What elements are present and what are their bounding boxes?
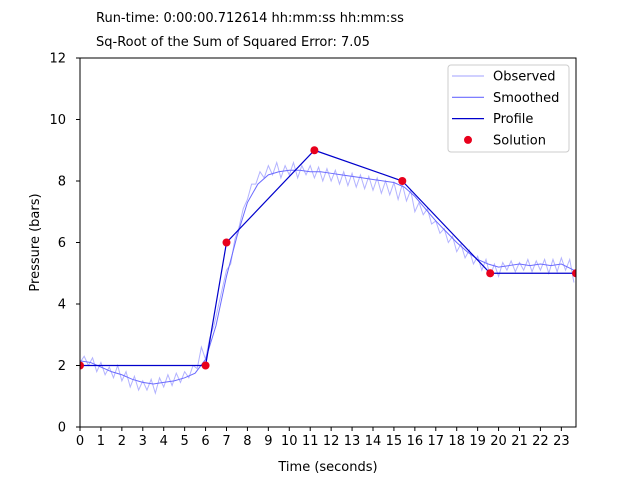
x-tick-label: 1 <box>97 434 105 449</box>
solution-point <box>222 238 231 247</box>
legend-box <box>447 64 570 153</box>
solution-points <box>80 146 576 370</box>
legend-profile-label: Profile <box>493 112 533 127</box>
x-tick-label: 15 <box>386 434 403 449</box>
solution-point <box>486 269 495 278</box>
x-tick-label: 20 <box>490 434 507 449</box>
error-label: Sq-Root of the Sum of Squared Error: 7.0… <box>96 35 370 50</box>
x-tick-label: 16 <box>407 434 424 449</box>
run-time-label: Run-time: 0:00:00.712614 hh:mm:ss hh:mm:… <box>96 11 404 26</box>
solution-point <box>201 361 210 370</box>
y-tick-label: 0 <box>58 421 66 436</box>
x-tick-label: 22 <box>532 434 549 449</box>
legend-smoothed-label: Smoothed <box>493 91 559 106</box>
y-axis-label: Pressure (bars) <box>28 193 43 291</box>
x-tick-label: 17 <box>428 434 445 449</box>
x-tick-label: 10 <box>281 434 298 449</box>
profile-line <box>80 149 576 367</box>
x-tick-label: 13 <box>344 434 361 449</box>
y-tick-label: 2 <box>58 359 66 374</box>
solution-point <box>572 269 576 278</box>
legend-solution-label: Solution <box>493 133 546 148</box>
x-tick-label: 12 <box>323 434 340 449</box>
x-tick-label: 14 <box>365 434 382 449</box>
solution-point <box>310 146 319 155</box>
observed-line <box>80 160 575 395</box>
x-tick-label: 19 <box>469 434 486 449</box>
smoothed-line <box>80 169 575 385</box>
y-tick-label: 10 <box>49 113 66 128</box>
x-tick-label: 7 <box>222 434 230 449</box>
y-tick-label: 4 <box>58 298 66 313</box>
y-tick-label: 8 <box>58 175 66 190</box>
x-axis-ticks: 0 1 2 3 4 5 6 7 8 9 10 11 12 13 14 15 16 17 18 19 20 21 22 23 <box>76 427 570 449</box>
y-tick-label: 12 <box>49 52 66 67</box>
legend-solution-swatch <box>464 135 472 144</box>
x-tick-label: 4 <box>160 434 168 449</box>
legend: Observed Smoothed Profile Solution <box>447 64 570 153</box>
x-tick-label: 21 <box>511 434 528 449</box>
y-tick-label: 6 <box>58 236 66 251</box>
x-tick-label: 11 <box>302 434 319 449</box>
x-axis-label: Time (seconds) <box>277 460 377 475</box>
series-lines <box>80 149 576 395</box>
x-tick-label: 0 <box>76 434 84 449</box>
y-axis-ticks: 0 2 4 6 8 10 12 <box>49 52 80 436</box>
x-tick-label: 6 <box>201 434 209 449</box>
x-tick-label: 5 <box>181 434 189 449</box>
x-tick-label: 8 <box>243 434 251 449</box>
x-tick-label: 18 <box>448 434 465 449</box>
x-tick-label: 9 <box>264 434 272 449</box>
solution-point <box>398 177 407 185</box>
solution-point <box>80 361 84 370</box>
x-tick-label: 23 <box>553 434 570 449</box>
x-tick-label: 2 <box>118 434 126 449</box>
legend-observed-label: Observed <box>493 70 556 85</box>
x-tick-label: 3 <box>139 434 147 449</box>
